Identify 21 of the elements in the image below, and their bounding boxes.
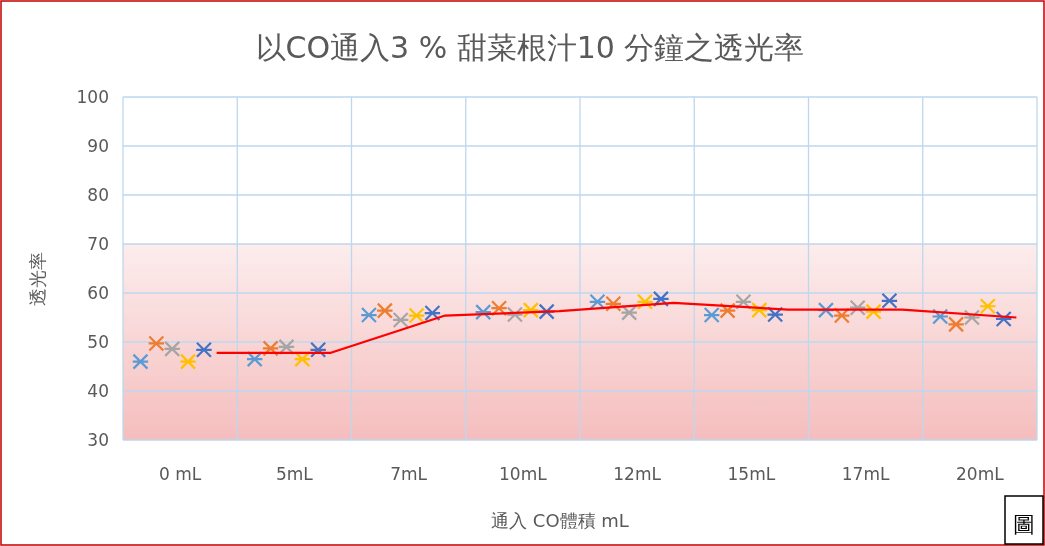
x-tick-label: 12mL (613, 464, 662, 484)
y-tick-label: 30 (87, 429, 109, 450)
text: 圖 (1013, 512, 1035, 537)
line-series (215, 301, 1018, 354)
y-tick-label: 90 (87, 135, 109, 156)
chart-title: 以CO通入3 % 甜菜根汁10 分鐘之透光率 (255, 30, 805, 65)
x-tick-label: 17mL (841, 464, 890, 484)
y-tick-label: 80 (87, 184, 109, 205)
x-axis-title: 通入 CO體積 mL (491, 510, 629, 531)
y-tick-label: 60 (87, 282, 109, 303)
x-tick-label: 20mL (956, 464, 1005, 484)
x-tick-label: 10mL (499, 464, 548, 484)
x-tick-label: 15mL (727, 464, 776, 484)
y-tick-label: 50 (87, 331, 109, 352)
x-tick-label: 0 mL (158, 464, 202, 484)
x-tick-label: 7mL (390, 464, 428, 484)
y-tick-label: 70 (87, 233, 109, 254)
x-tick-label: 5mL (275, 464, 314, 484)
y-axis-title: 透光率 (27, 251, 48, 306)
y-tick-label: 40 (87, 380, 109, 401)
y-tick-label: 100 (76, 86, 109, 107)
